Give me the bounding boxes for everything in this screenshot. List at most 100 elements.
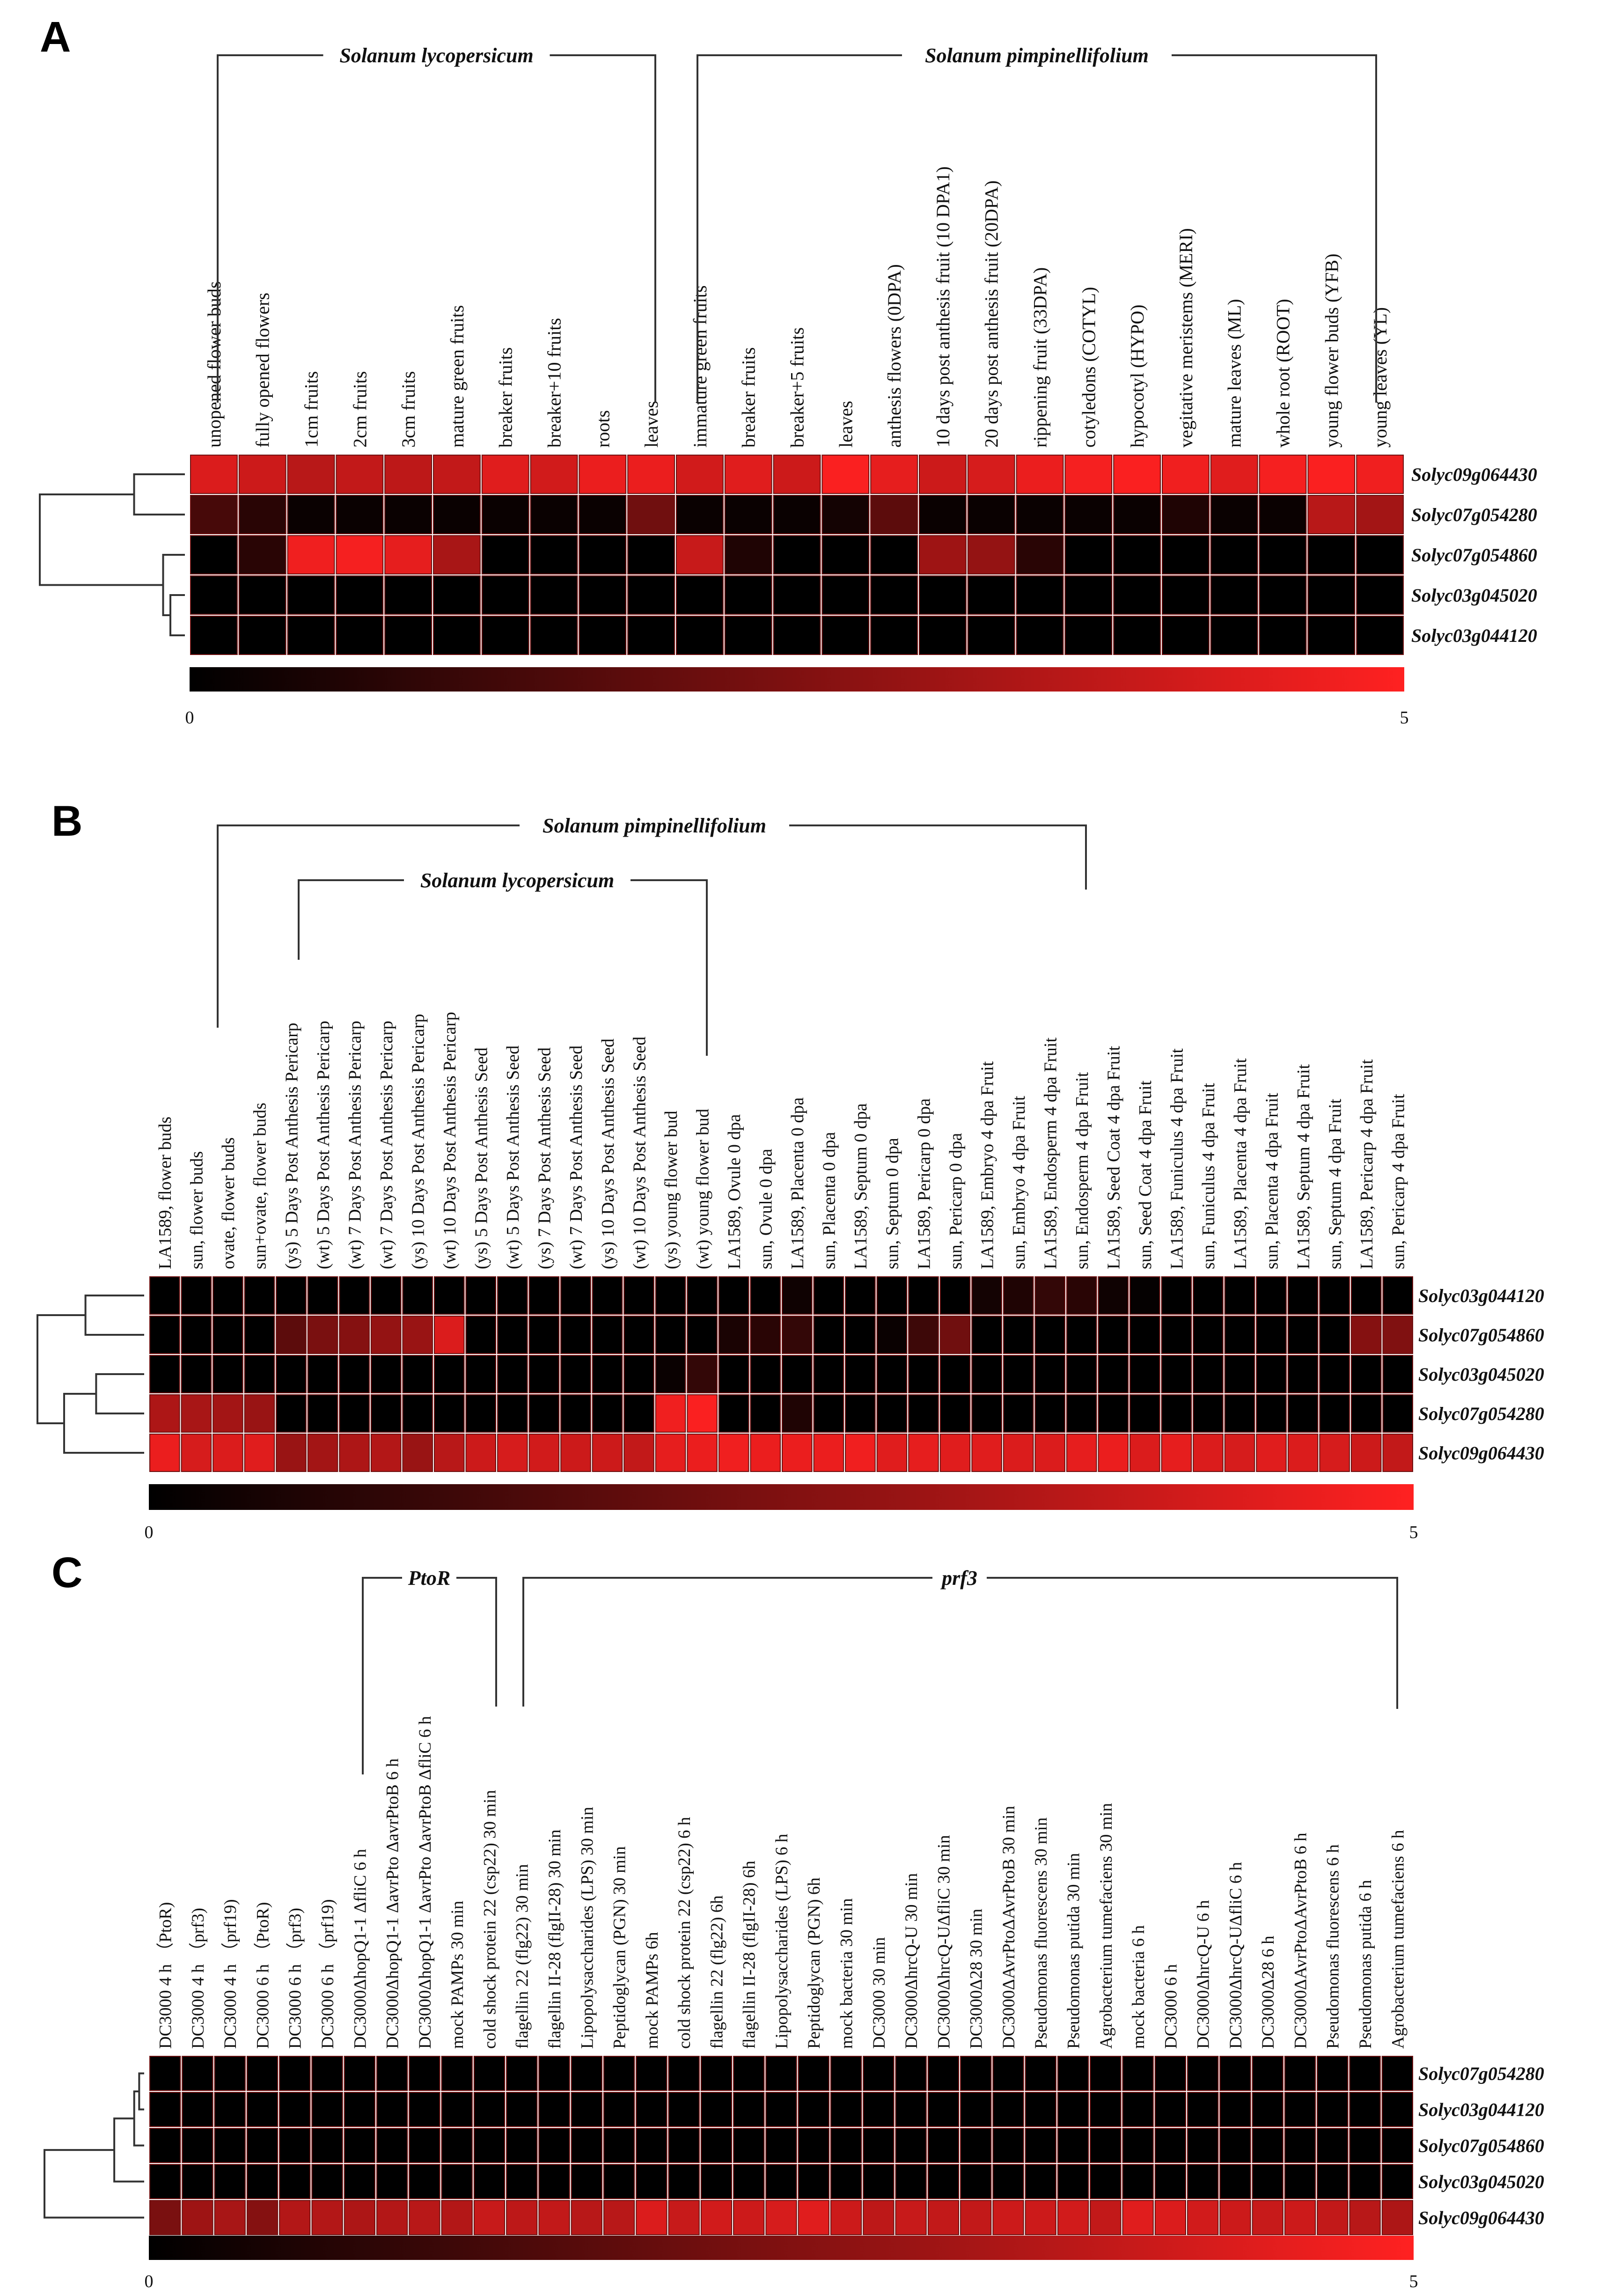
heatmap-cell <box>433 616 481 655</box>
column-label: sun, flower buds <box>187 1151 207 1269</box>
heatmap-cell <box>336 616 384 655</box>
heatmap-cell <box>971 1434 1002 1472</box>
heatmap-cell <box>813 1394 844 1433</box>
row-label: Solyc03g044120 <box>1418 1285 1544 1306</box>
column-label: sun, Septum 4 dpa Fruit <box>1325 1098 1345 1269</box>
heatmap-cell <box>287 616 335 655</box>
heatmap-cell <box>1003 1276 1034 1315</box>
heatmap-cell <box>623 1316 654 1354</box>
heatmap-cell <box>908 1434 939 1472</box>
heatmap-cell <box>336 455 384 494</box>
heatmap-cell <box>687 1276 718 1315</box>
column-label: DC3000 30 min <box>870 1937 889 2049</box>
group-bracket <box>217 54 656 403</box>
heatmap-cell <box>1350 1316 1382 1354</box>
heatmap-cell <box>1057 2128 1089 2163</box>
column-label: cotyledons (COTYL) <box>1078 287 1099 448</box>
heatmap-cell <box>149 1434 180 1472</box>
heatmap-cell <box>481 616 529 655</box>
heatmap-cell <box>244 1394 275 1433</box>
column-label: 1cm fruits <box>301 371 322 448</box>
heatmap-cell <box>1284 2056 1316 2091</box>
heatmap-cell <box>655 1316 686 1354</box>
heatmap-cell <box>473 2092 506 2127</box>
heatmap-cell <box>798 2200 829 2235</box>
heatmap-cell <box>908 1276 939 1315</box>
heatmap-cell <box>1193 1355 1224 1393</box>
heatmap-cell <box>1252 2128 1283 2163</box>
heatmap-cell <box>636 2128 667 2163</box>
heatmap-cell <box>1162 535 1210 574</box>
heatmap-cell <box>782 1434 813 1472</box>
column-label: (wt) 5 Days Post Anthesis Pericarp <box>314 1021 333 1269</box>
heatmap-cell <box>1025 2200 1056 2235</box>
heatmap-cell <box>782 1276 813 1315</box>
heatmap-cell <box>1057 2200 1089 2235</box>
heatmap-cell <box>1219 2200 1251 2235</box>
heatmap-cell <box>1349 2056 1381 2091</box>
heatmap-cell <box>1319 1434 1350 1472</box>
heatmap-cell <box>733 2200 765 2235</box>
dendrogram-branch <box>44 2149 144 2219</box>
column-label: mock bacteria 30 min <box>837 1898 857 2049</box>
column-label: ovate, flower buds <box>219 1137 238 1269</box>
heatmap-cell <box>992 2200 1024 2235</box>
heatmap-cell <box>473 2200 506 2235</box>
heatmap-cell <box>919 616 967 655</box>
column-label: Lipopolysaccharides (LPS) 30 min <box>578 1807 597 2049</box>
column-label: (wt) 10 Days Post Anthesis Pericarp <box>440 1012 460 1269</box>
heatmap-cell <box>1066 1434 1097 1472</box>
column-label: DC3000 4 h （prf19) <box>221 1899 240 2049</box>
heatmap-cell <box>623 1355 654 1393</box>
heatmap-cell <box>765 2200 797 2235</box>
heatmap-cell <box>276 1355 307 1393</box>
heatmap-cell <box>571 2092 602 2127</box>
heatmap-cell <box>336 495 384 534</box>
heatmap-cell <box>1349 2200 1381 2235</box>
column-label: (ys) 7 Days Post Anthesis Seed <box>535 1047 555 1269</box>
heatmap-cell <box>863 2128 895 2163</box>
heatmap-cell <box>560 1316 591 1354</box>
heatmap-cell <box>1356 616 1404 655</box>
heatmap-cell <box>1356 455 1404 494</box>
column-label: sun+ovate, flower buds <box>250 1103 270 1269</box>
heatmap-cell <box>1219 2128 1251 2163</box>
heatmap-cell <box>560 1394 591 1433</box>
heatmap-cell <box>344 2200 375 2235</box>
heatmap-cell <box>1219 2056 1251 2091</box>
heatmap-cell <box>1224 1355 1255 1393</box>
column-label: Peptidoglycan (PGN) 6h <box>805 1877 824 2049</box>
heatmap-cell <box>149 1316 180 1354</box>
heatmap-cell <box>1098 1355 1129 1393</box>
heatmap-cell <box>782 1394 813 1433</box>
heatmap-cell <box>182 2092 213 2127</box>
heatmap-cell <box>370 1394 402 1433</box>
heatmap-cell <box>1193 1276 1224 1315</box>
group-label: Solanum lycopersicum <box>420 869 614 892</box>
heatmap-cell <box>724 575 772 615</box>
heatmap-cell <box>773 455 821 494</box>
heatmap-cell <box>1284 2128 1316 2163</box>
heatmap-cell <box>528 1434 560 1472</box>
heatmap-cell <box>724 455 772 494</box>
heatmap-cell <box>579 575 627 615</box>
column-label: leaves <box>641 401 662 448</box>
heatmap-cell <box>1057 2056 1089 2091</box>
column-label: DC3000 4 h （PtoR) <box>156 1902 176 2049</box>
heatmap-cell <box>1025 2092 1056 2127</box>
heatmap-cell <box>1016 535 1064 574</box>
heatmap-cell <box>376 2164 408 2199</box>
column-label: DC3000Δ28 30 min <box>967 1909 986 2049</box>
column-label: Pseudomonas putida 30 min <box>1064 1853 1083 2049</box>
heatmap-cell <box>530 616 578 655</box>
heatmap-cell <box>1252 2056 1283 2091</box>
heatmap-cell <box>376 2128 408 2163</box>
column-label: flagellin II-28 (flgII-28) 30 min <box>545 1829 565 2049</box>
heatmap-cell <box>182 2164 213 2199</box>
heatmap-cell <box>1381 2128 1414 2163</box>
heatmap-cell <box>895 2128 927 2163</box>
heatmap-cell <box>992 2056 1024 2091</box>
heatmap-cell <box>1210 575 1258 615</box>
heatmap-cell <box>1034 1276 1065 1315</box>
